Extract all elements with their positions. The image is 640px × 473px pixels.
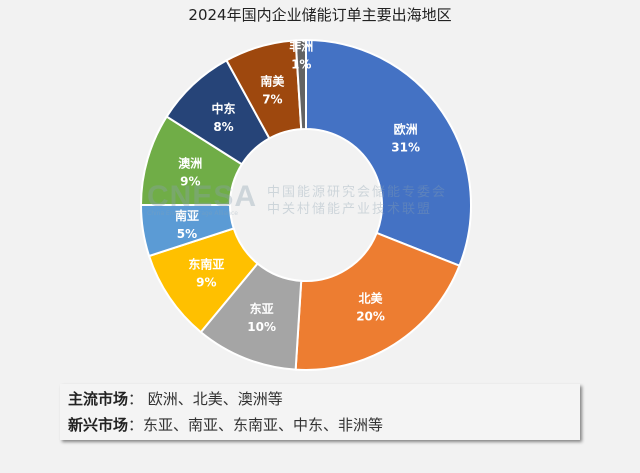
slice-category-label: 中东 xyxy=(212,101,236,116)
slice-category-label: 南美 xyxy=(260,73,285,88)
slice-value-label: 1% xyxy=(291,58,311,72)
mainstream-row: 主流市场： 欧洲、北美、澳洲等 xyxy=(68,390,283,408)
market-notes-box: 主流市场： 欧洲、北美、澳洲等 新兴市场：东亚、南亚、东南亚、中东、非洲等 xyxy=(60,384,580,440)
slice-category-label: 澳洲 xyxy=(178,155,202,170)
slice-category-label: 南亚 xyxy=(175,208,199,223)
slice-非洲 xyxy=(294,38,307,131)
slice-value-label: 10% xyxy=(247,320,276,334)
slice-value-label: 9% xyxy=(196,276,216,290)
slice-category-label: 非洲 xyxy=(289,39,313,54)
slice-欧洲 xyxy=(305,38,472,268)
slice-category-label: 东南亚 xyxy=(188,257,224,272)
slice-value-label: 8% xyxy=(213,120,233,134)
slice-value-label: 31% xyxy=(391,140,420,154)
slice-category-label: 欧洲 xyxy=(394,121,418,136)
slice-category-label: 东亚 xyxy=(250,301,274,316)
slice-category-label: 北美 xyxy=(359,291,384,306)
slice-value-label: 5% xyxy=(177,227,197,241)
slice-北美 xyxy=(294,231,461,371)
emerging-row: 新兴市场：东亚、南亚、东南亚、中东、非洲等 xyxy=(68,416,384,434)
slice-value-label: 7% xyxy=(262,92,282,106)
slice-value-label: 9% xyxy=(180,174,200,188)
slice-value-label: 20% xyxy=(356,310,385,324)
chart-title: 2024年国内企业储能订单主要出海地区 xyxy=(188,6,452,24)
